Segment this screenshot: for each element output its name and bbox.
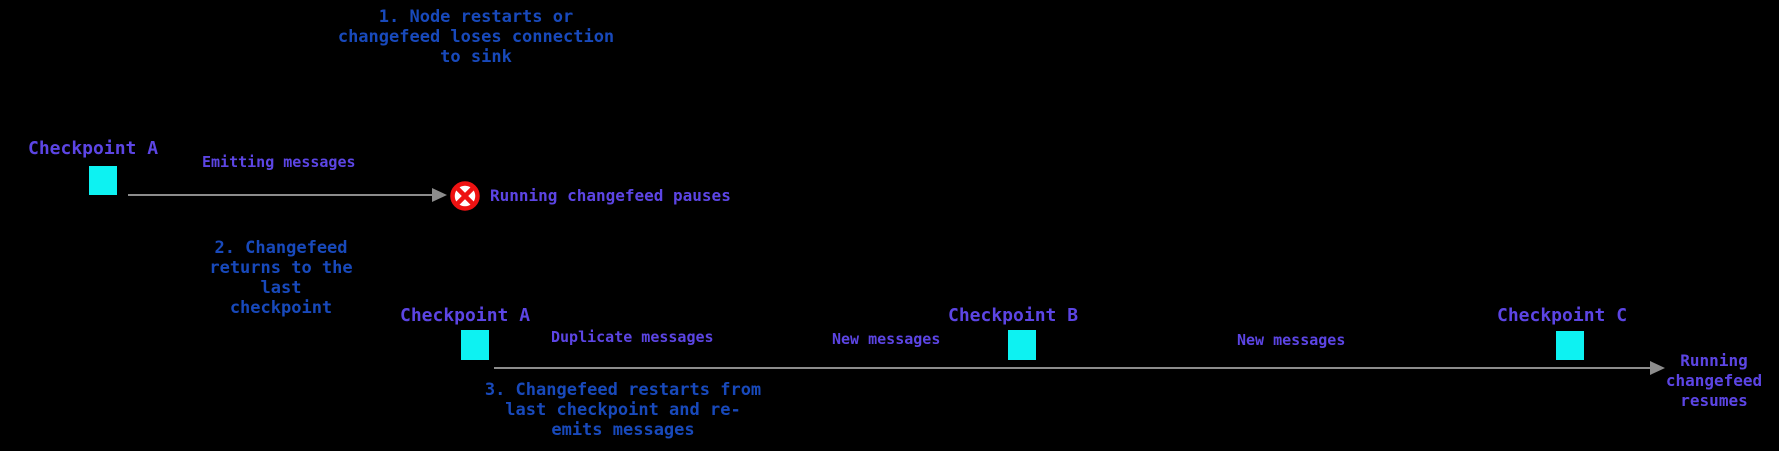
checkpoint-b-label: Checkpoint B (948, 305, 1079, 326)
duplicate-messages-label: Duplicate messages (551, 328, 714, 346)
checkpoint-a1-marker (89, 166, 117, 195)
step1-note: 1. Node restarts or changefeed loses con… (337, 7, 615, 67)
timeline2-arrow (494, 367, 1663, 369)
checkpoint-c-marker (1556, 331, 1584, 360)
checkpoint-a2-marker (461, 330, 489, 360)
new-messages-1-label: New messages (832, 330, 941, 348)
pause-label: Running changefeed pauses (490, 186, 731, 205)
checkpoint-c-label: Checkpoint C (1497, 305, 1628, 326)
timeline1-arrow (128, 194, 445, 196)
error-x-icon (450, 181, 480, 211)
emitting-messages-label: Emitting messages (202, 153, 356, 171)
step3-note: 3. Changefeed restarts from last checkpo… (484, 380, 762, 440)
new-messages-2-label: New messages (1237, 331, 1346, 349)
step2-note: 2. Changefeed returns to the last checkp… (209, 238, 353, 318)
checkpoint-a1-label: Checkpoint A (28, 138, 159, 159)
resume-label: Running changefeed resumes (1665, 351, 1763, 410)
checkpoint-b-marker (1008, 330, 1036, 360)
checkpoint-a2-label: Checkpoint A (400, 305, 531, 326)
